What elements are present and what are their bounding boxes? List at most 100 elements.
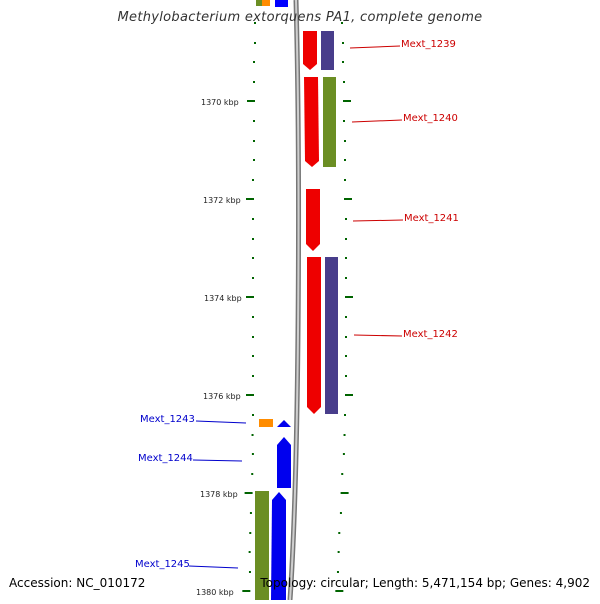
minor-tick-mark: [345, 316, 347, 318]
major-tick-mark: [345, 394, 353, 396]
minor-tick-mark: [253, 61, 255, 63]
forward-cds-mext-1243: [277, 420, 291, 427]
minor-tick-mark: [345, 238, 347, 240]
tick-label: 1380 kbp: [196, 588, 234, 597]
minor-tick-mark: [344, 140, 346, 142]
minor-tick-mark: [339, 512, 342, 514]
major-tick-mark: [335, 590, 344, 592]
gene-label-mext-1242[interactable]: Mext_1242: [403, 329, 458, 340]
tick-label: 1374 kbp: [204, 294, 242, 303]
minor-tick-mark: [252, 414, 254, 416]
minor-tick-mark: [345, 336, 347, 338]
major-tick-mark: [246, 198, 254, 200]
minor-tick-mark: [344, 179, 346, 181]
gene-label-mext-1245[interactable]: Mext_1245: [135, 559, 190, 570]
minor-tick-mark: [345, 277, 347, 279]
reverse-cds-mext-1240: [304, 77, 319, 167]
minor-tick-mark: [342, 453, 345, 455]
genome-title: Methylobacterium extorquens PA1, complet…: [117, 10, 483, 25]
tick-layer: [242, 22, 353, 592]
minor-tick-mark: [252, 375, 254, 377]
major-tick-mark: [242, 590, 251, 592]
label-line-mext-1241: [352, 219, 404, 222]
minor-tick-mark: [342, 61, 344, 63]
label-line-mext-1239: [349, 45, 401, 49]
minor-tick-mark: [253, 140, 255, 142]
label-line-mext-1240: [351, 119, 403, 123]
minor-tick-mark: [252, 257, 254, 259]
minor-tick-mark: [343, 81, 345, 83]
tick-label: 1376 kbp: [203, 392, 241, 401]
minor-tick-mark: [253, 120, 255, 122]
minor-tick-mark: [344, 159, 346, 161]
major-tick-mark: [246, 394, 254, 396]
minor-tick-mark: [341, 473, 344, 475]
minor-tick-mark: [249, 512, 252, 514]
reverse-cds-mext-1239: [303, 31, 317, 70]
forward-cds-mext-1245: [271, 492, 286, 600]
minor-tick-mark: [345, 355, 347, 357]
minor-tick-mark: [252, 336, 254, 338]
tick-label: 1370 kbp: [201, 98, 239, 107]
major-tick-mark: [343, 100, 351, 102]
minor-tick-mark: [251, 434, 254, 436]
minor-tick-mark: [345, 257, 347, 259]
cog-orange-feature-top: [262, 0, 270, 6]
minor-tick-mark: [252, 316, 254, 318]
forward-cds-mext-1244: [277, 437, 291, 488]
cog-green-mext-1240: [323, 77, 336, 167]
minor-tick-mark: [343, 120, 345, 122]
reverse-cds-mext-1242: [307, 257, 321, 414]
minor-tick-mark: [248, 571, 251, 573]
minor-tick-mark: [254, 22, 256, 24]
minor-tick-mark: [341, 22, 343, 24]
minor-tick-mark: [252, 277, 254, 279]
minor-tick-mark: [338, 532, 341, 534]
minor-tick-mark: [251, 453, 254, 455]
minor-tick-mark: [252, 218, 254, 220]
major-tick-mark: [247, 100, 255, 102]
minor-tick-mark: [253, 81, 255, 83]
cog-purple-mext-1239: [321, 31, 334, 70]
tick-label: 1378 kbp: [200, 490, 238, 499]
major-tick-mark: [344, 198, 352, 200]
minor-tick-mark: [253, 159, 255, 161]
minor-tick-mark: [251, 473, 254, 475]
genome-summary-text: Topology: circular; Length: 5,471,154 bp…: [260, 576, 590, 590]
minor-tick-mark: [344, 414, 346, 416]
minor-tick-mark: [343, 434, 346, 436]
tick-label: 1372 kbp: [203, 196, 241, 205]
gene-label-mext-1243[interactable]: Mext_1243: [140, 414, 195, 425]
major-tick-mark: [345, 296, 353, 298]
label-line-mext-1242: [353, 334, 403, 337]
gene-label-mext-1244[interactable]: Mext_1244: [138, 453, 193, 464]
cog-green-mext-1245: [255, 491, 269, 600]
minor-tick-mark: [345, 218, 347, 220]
cog-orange-mext-1243: [259, 419, 273, 427]
major-tick-mark: [340, 492, 349, 494]
gene-label-mext-1239[interactable]: Mext_1239: [401, 39, 456, 50]
label-line-mext-1243: [195, 420, 247, 424]
minor-tick-mark: [254, 42, 256, 44]
minor-tick-mark: [249, 532, 252, 534]
minor-tick-mark: [336, 571, 339, 573]
minor-tick-mark: [342, 42, 344, 44]
gene-label-mext-1241[interactable]: Mext_1241: [404, 213, 459, 224]
forward-cds-top: [275, 0, 288, 7]
minor-tick-mark: [252, 355, 254, 357]
reverse-cds-mext-1241: [306, 189, 320, 251]
label-line-mext-1244: [192, 459, 243, 462]
cog-green-feature-top: [256, 0, 262, 6]
genome-backbone-highlight: [289, 0, 300, 601]
minor-tick-mark: [337, 551, 340, 553]
accession-text: Accession: NC_010172: [9, 576, 146, 590]
minor-tick-mark: [248, 551, 251, 553]
gene-label-mext-1240[interactable]: Mext_1240: [403, 113, 458, 124]
label-line-mext-1245: [188, 565, 239, 569]
minor-tick-mark: [345, 375, 347, 377]
minor-tick-mark: [252, 238, 254, 240]
minor-tick-mark: [252, 179, 254, 181]
cog-purple-mext-1242: [325, 257, 338, 414]
